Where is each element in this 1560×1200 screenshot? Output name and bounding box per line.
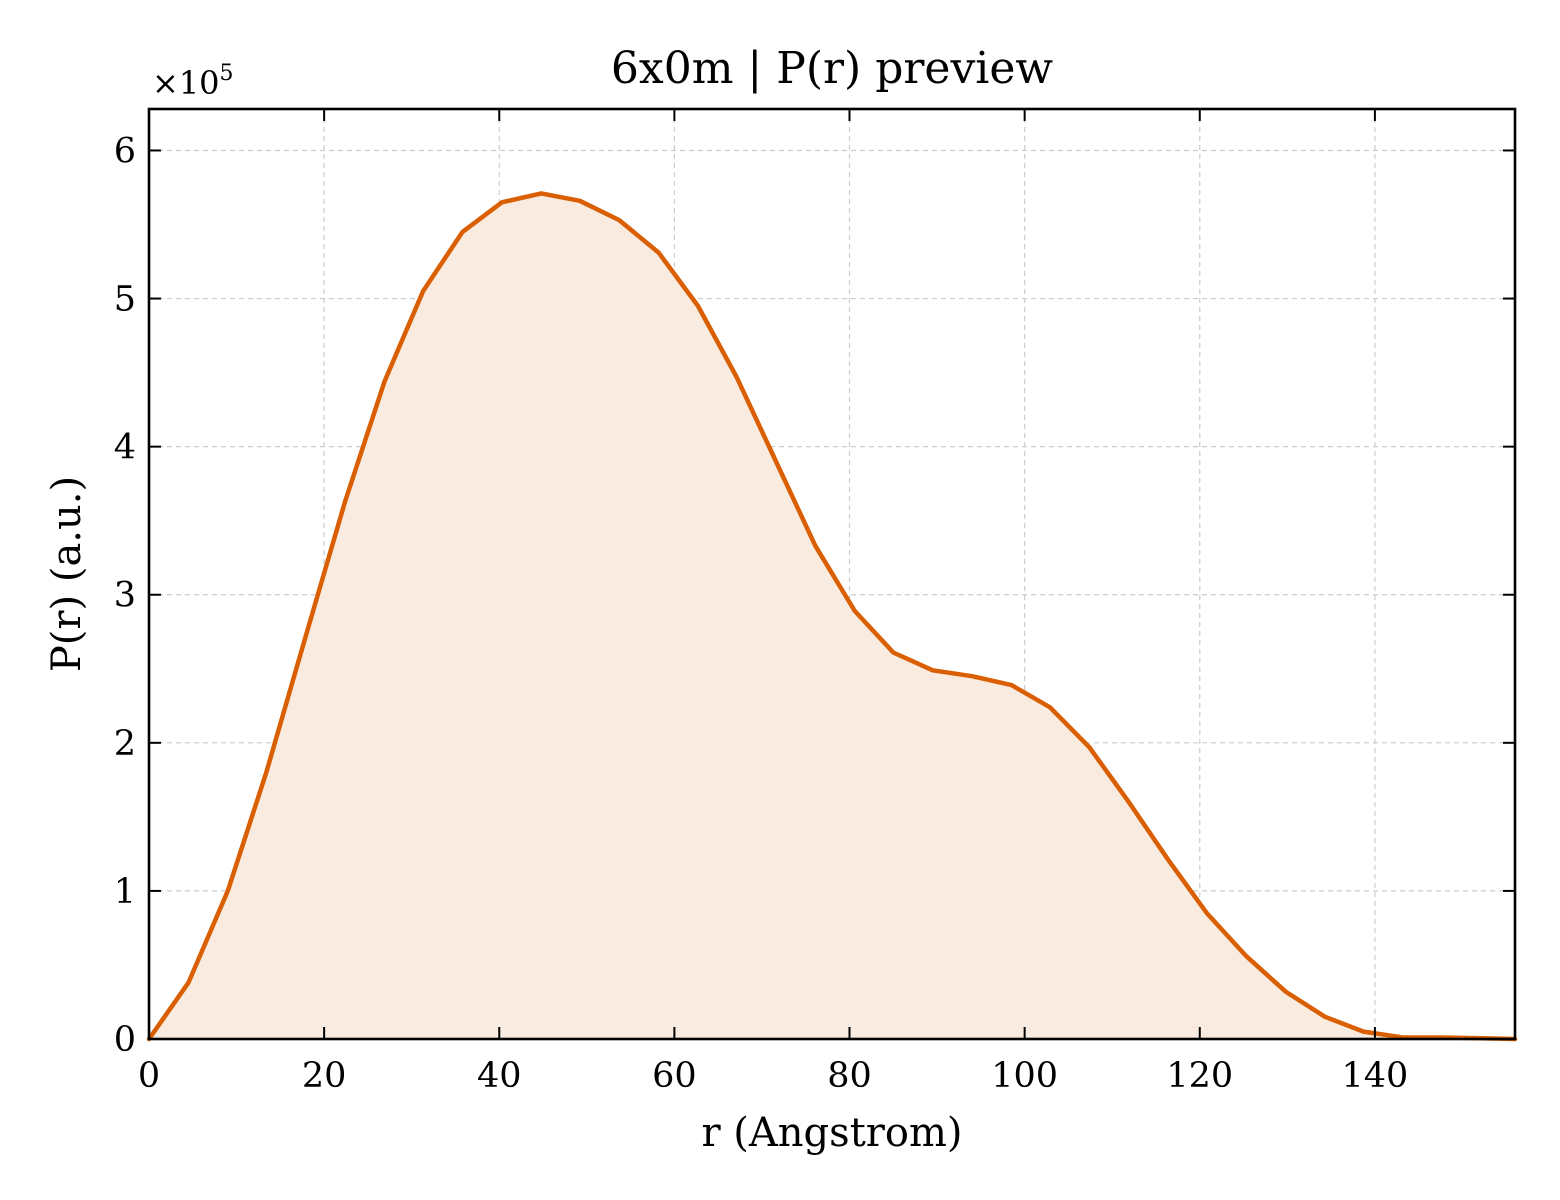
x-tick-label: 40: [477, 1056, 522, 1096]
x-tick-label: 80: [827, 1056, 872, 1096]
x-tick-label: 0: [138, 1056, 160, 1096]
x-axis-label: r (Angstrom): [701, 1110, 962, 1156]
pr-area-fill: [149, 193, 1515, 1039]
pr-series-line: [146, 191, 1518, 1042]
x-tick-label: 100: [991, 1056, 1058, 1096]
x-tick-label: 60: [652, 1056, 697, 1096]
y-tick-label: 6: [114, 131, 136, 171]
x-tick-label: 120: [1166, 1056, 1233, 1096]
plot-frame: [147, 107, 1517, 1041]
y-tick-label: 5: [114, 280, 136, 320]
x-tick-label: 20: [302, 1056, 347, 1096]
y-tick-label: 0: [114, 1020, 136, 1060]
chart-title: 6x0m | P(r) preview: [611, 43, 1053, 94]
y-axis-label: P(r) (a.u.): [44, 476, 90, 672]
y-tick-label: 4: [114, 428, 136, 468]
y-tick-label: 3: [114, 576, 136, 616]
y-tick-label: 2: [114, 724, 136, 764]
y-tick-label: 1: [114, 872, 136, 912]
y-axis-offset-label: ×105: [152, 61, 234, 102]
y-axis-ticks: 0 1 2 3 4 5 6: [114, 131, 1515, 1060]
x-axis-ticks: 0 20 40 60 80 100 120 140: [138, 109, 1408, 1096]
x-tick-label: 140: [1341, 1056, 1408, 1096]
